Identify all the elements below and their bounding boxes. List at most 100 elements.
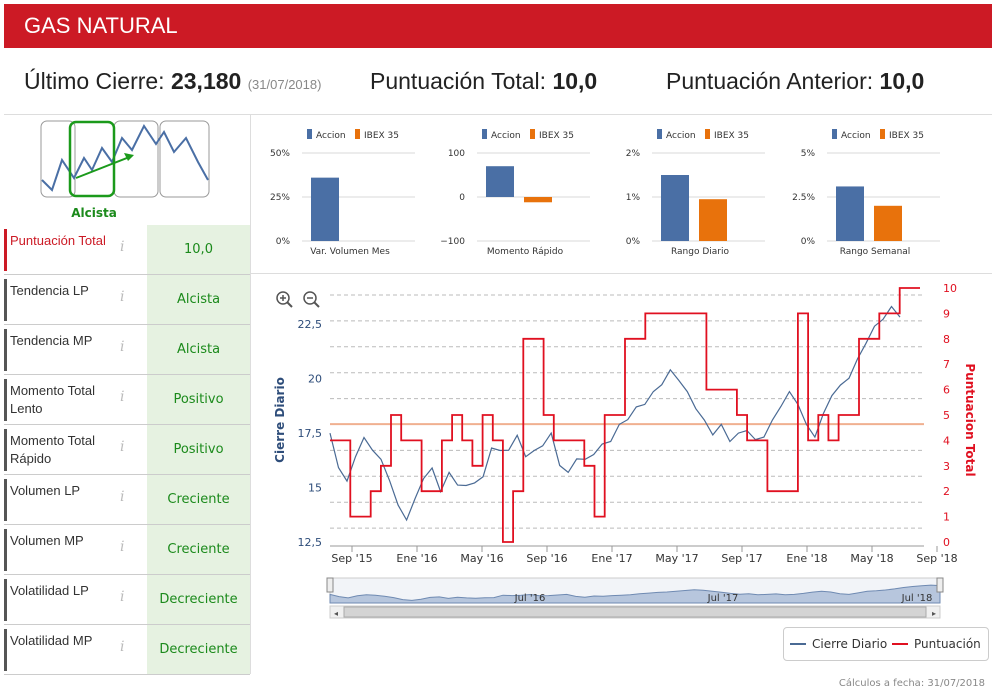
zoom-out-icon-handle[interactable]	[313, 301, 320, 308]
legend-accion-swatch	[657, 129, 662, 139]
y-tick-label: 2.5%	[792, 193, 815, 203]
indicator-value: Positivo	[147, 375, 250, 424]
chart-title: Rango Semanal	[840, 247, 911, 257]
legend-accion-label: Accion	[316, 131, 346, 141]
left-tick-label: 15	[308, 481, 322, 494]
legend-accion-label: Accion	[841, 131, 871, 141]
bar-accion	[486, 166, 514, 197]
legend-accion-label: Accion	[491, 131, 521, 141]
divider	[250, 273, 992, 274]
chart-title: Momento Rápido	[487, 247, 564, 257]
info-icon[interactable]: i	[120, 289, 125, 305]
navigator-label: Jul '16	[514, 593, 546, 604]
row-accent	[4, 629, 7, 671]
indicator-value: Creciente	[147, 525, 250, 574]
left-tick-label: 22,5	[298, 318, 323, 331]
last-close-value: 23,180	[170, 68, 242, 94]
left-tick-label: 20	[308, 372, 322, 385]
info-icon[interactable]: i	[120, 339, 125, 355]
series-close-line	[329, 305, 901, 522]
zoom-in-icon-ring[interactable]	[276, 291, 290, 305]
y-tick-label: 2%	[626, 149, 641, 159]
legend-ibex-swatch	[705, 129, 710, 139]
indicator-row: Tendencia MP i Alcista	[4, 325, 250, 375]
left-tick-label: 17,5	[298, 427, 323, 440]
x-tick-label: Ene '16	[396, 552, 437, 565]
row-accent	[4, 379, 7, 421]
chart-title: Var. Volumen Mes	[310, 247, 390, 257]
legend-accion-label: Accion	[666, 131, 696, 141]
right-tick-label: 8	[943, 333, 950, 346]
right-tick-label: 4	[943, 434, 950, 447]
mini-bar-chart: Accion IBEX 35 100 0 −100 Momento Rápido	[440, 129, 590, 257]
indicator-value: Decreciente	[147, 575, 250, 624]
right-tick-label: 1	[943, 511, 950, 524]
indicator-label: Volumen LP	[10, 483, 81, 498]
indicator-label: Tendencia LP	[10, 283, 89, 298]
scroll-left-arrow[interactable]: ◂	[334, 609, 338, 618]
last-close-date: (31/07/2018)	[247, 77, 322, 92]
navigator-area	[329, 584, 941, 604]
divider	[250, 114, 251, 674]
indicator-value: Creciente	[147, 475, 250, 524]
indicator-row: Momento Total Lento i Positivo	[4, 375, 250, 425]
info-icon[interactable]: i	[120, 589, 125, 605]
legend-accion-swatch	[832, 129, 837, 139]
legend-score-label[interactable]: Puntuación	[914, 637, 981, 651]
x-tick-label: Ene '18	[786, 552, 827, 565]
info-icon[interactable]: i	[120, 439, 125, 455]
navigator-right-handle[interactable]	[936, 577, 944, 593]
legend-close-label[interactable]: Cierre Diario	[812, 637, 887, 651]
legend-ibex-label: IBEX 35	[889, 131, 924, 141]
right-tick-label: 3	[943, 460, 950, 473]
legend-ibex-swatch	[530, 129, 535, 139]
navigator-label: Jul '17	[707, 593, 739, 604]
info-icon[interactable]: i	[120, 539, 125, 555]
scroll-right-arrow[interactable]: ▸	[932, 609, 936, 618]
last-close: Último Cierre: 23,180 (31/07/2018)	[24, 68, 322, 94]
y-tick-label: 50%	[270, 149, 290, 159]
left-axis-title: Cierre Diario	[273, 377, 287, 463]
info-icon[interactable]: i	[120, 639, 125, 655]
y-tick-label: 0%	[276, 237, 291, 247]
zoom-out-icon-ring[interactable]	[303, 291, 317, 305]
scrollbar-thumb[interactable]	[343, 606, 927, 618]
right-tick-label: 9	[943, 307, 950, 320]
right-tick-label: 5	[943, 409, 950, 422]
row-accent	[4, 529, 7, 571]
legend-ibex-swatch	[880, 129, 885, 139]
indicator-label: Momento Total Rápido	[10, 433, 96, 466]
series-score-line	[330, 287, 920, 543]
x-tick-label: Sep '18	[916, 552, 957, 565]
bar-ibex	[699, 199, 727, 241]
trend-frame	[113, 120, 159, 198]
row-accent	[4, 279, 7, 321]
info-icon[interactable]: i	[120, 489, 125, 505]
x-tick-label: Ene '17	[591, 552, 632, 565]
navigator-left-handle[interactable]	[326, 577, 334, 593]
navigator-label: Jul '18	[901, 593, 933, 604]
indicator-row: Puntuación Total i 10,0	[4, 225, 250, 275]
right-axis-title: Puntuacion Total	[963, 363, 977, 476]
y-tick-label: −100	[440, 237, 465, 247]
row-accent	[4, 229, 7, 271]
indicator-row: Volatilidad LP i Decreciente	[4, 575, 250, 625]
trend-frame	[159, 120, 210, 198]
bar-ibex	[874, 205, 902, 241]
indicator-row: Volumen MP i Creciente	[4, 525, 250, 575]
mini-bar-chart: Accion IBEX 35 5% 2.5% 0% Rango Semanal	[792, 129, 940, 257]
info-icon[interactable]: i	[120, 389, 125, 405]
x-tick-label: May '17	[655, 552, 698, 565]
legend-ibex-swatch	[355, 129, 360, 139]
x-tick-label: Sep '16	[526, 552, 567, 565]
divider	[4, 114, 992, 115]
trend-frame	[40, 120, 76, 198]
zoom-in-icon-handle[interactable]	[286, 301, 293, 308]
row-accent	[4, 429, 7, 471]
info-icon[interactable]: i	[120, 239, 125, 255]
indicator-value: Decreciente	[147, 625, 250, 674]
chart-title: Rango Diario	[671, 247, 730, 257]
indicator-label: Volatilidad LP	[10, 583, 89, 598]
y-tick-label: 1%	[626, 193, 641, 203]
indicator-label: Tendencia MP	[10, 333, 93, 348]
